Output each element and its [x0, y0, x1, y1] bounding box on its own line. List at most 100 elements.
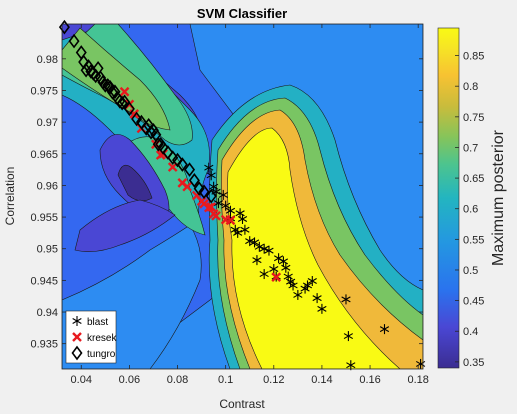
data-point-blast — [343, 331, 354, 342]
y-tick-label: 0.955 — [30, 212, 58, 224]
data-point-tungro — [58, 19, 70, 35]
x-tick-label: 0.04 — [71, 374, 92, 386]
data-point-blast — [245, 236, 255, 247]
colorbar-tick-label: 0.55 — [463, 234, 484, 246]
colorbar: 0.350.40.450.50.550.60.650.70.750.80.85 … — [437, 27, 507, 369]
y-tick-label: 0.945 — [30, 275, 58, 287]
data-point-blast — [307, 276, 317, 287]
data-point-blast — [213, 198, 224, 209]
data-point-blast — [415, 358, 426, 369]
data-point-blast — [259, 243, 269, 254]
x-tick-label: 0.08 — [167, 374, 188, 386]
data-point-tungro — [109, 84, 121, 100]
y-tick-label: 0.975 — [30, 85, 58, 97]
data-point-tungro — [198, 184, 210, 200]
x-tick-label: 0.18 — [407, 374, 428, 386]
data-point-tungro — [188, 173, 200, 188]
y-tick-label: 0.94 — [37, 307, 58, 319]
legend-item-blast[interactable]: blast — [72, 316, 109, 328]
data-point-tungro — [162, 145, 174, 160]
data-point-tungro — [140, 121, 152, 136]
data-point-blast — [259, 269, 269, 280]
colorbar-tick-label: 0.75 — [463, 112, 484, 124]
data-point-blast — [293, 289, 303, 300]
y-tick-label: 0.935 — [30, 339, 58, 351]
colorbar-tick-label: 0.85 — [463, 51, 484, 63]
x-axis-label: Contrast — [219, 397, 265, 411]
data-point-tungro — [123, 101, 135, 117]
colorbar-tick-label: 0.35 — [463, 357, 484, 369]
legend-marker-tungro — [71, 345, 83, 361]
legend-marker-kresek — [72, 332, 82, 342]
data-point-blast — [218, 189, 228, 200]
data-point-blast — [264, 245, 274, 256]
colorbar-tick-label: 0.4 — [463, 326, 478, 338]
legend-label-kresek: kresek — [87, 333, 117, 344]
data-point-blast — [281, 262, 291, 273]
data-point-kresek — [225, 215, 236, 226]
data-point-blast — [312, 293, 322, 304]
data-point-tungro — [184, 162, 196, 177]
data-point-blast — [204, 162, 214, 173]
data-point-blast — [341, 294, 351, 305]
data-point-blast — [379, 324, 390, 335]
data-point-tungro — [131, 111, 143, 127]
x-tick-label: 0.14 — [311, 374, 332, 386]
data-point-kresek — [206, 202, 217, 212]
data-point-blast — [302, 280, 313, 291]
data-point-tungro — [82, 59, 94, 74]
x-tick-label: 0.12 — [263, 374, 284, 386]
data-point-tungro — [176, 157, 188, 172]
data-point-tungro — [193, 181, 205, 196]
legend-label-tungro: tungro — [87, 349, 116, 360]
colorbar-scale — [437, 27, 460, 369]
scatter-series — [58, 19, 426, 371]
data-point-blast — [252, 255, 262, 266]
series-blast — [204, 162, 426, 371]
colorbar-tick-label: 0.7 — [463, 142, 478, 154]
colorbar-tick-label: 0.6 — [463, 204, 478, 216]
data-point-tungro — [143, 117, 155, 133]
data-point-blast — [221, 200, 231, 211]
data-point-tungro — [68, 33, 80, 49]
x-tick-label: 0.1 — [218, 374, 233, 386]
y-tick-label: 0.965 — [30, 149, 58, 161]
data-point-blast — [249, 237, 260, 248]
data-point-blast — [288, 280, 298, 291]
data-point-blast — [346, 360, 356, 371]
chart-title: SVM Classifier — [197, 6, 287, 21]
data-point-blast — [317, 303, 327, 314]
colorbar-label: Maximum posterior — [490, 129, 507, 266]
data-point-tungro — [172, 152, 184, 168]
data-point-blast — [240, 224, 250, 235]
data-point-tungro — [152, 136, 164, 152]
plot-frame — [61, 23, 424, 370]
y-axis-label: Correlation — [3, 167, 17, 226]
data-point-blast — [269, 263, 279, 274]
data-point-blast — [237, 213, 248, 224]
data-point-blast — [254, 241, 264, 252]
data-point-blast — [233, 227, 243, 238]
y-tick-label: 0.97 — [37, 117, 58, 129]
data-point-kresek — [211, 210, 221, 221]
colorbar-tick-label: 0.5 — [463, 265, 478, 277]
series-kresek — [119, 86, 282, 283]
legend-item-kresek[interactable]: kresek — [72, 332, 117, 344]
data-point-tungro — [119, 94, 131, 110]
data-point-kresek — [271, 272, 282, 283]
data-point-tungro — [116, 95, 128, 111]
legend-marker-blast — [72, 316, 82, 326]
legend-item-tungro[interactable]: tungro — [71, 345, 116, 361]
y-tick-label: 0.96 — [37, 180, 58, 192]
data-point-tungro — [157, 140, 169, 155]
legend[interactable]: blast kresek tungro — [65, 310, 117, 364]
data-point-kresek — [182, 181, 192, 192]
data-point-tungro — [205, 188, 217, 204]
colorbar-tick-label: 0.45 — [463, 296, 484, 308]
y-tick-label: 0.98 — [37, 54, 58, 66]
y-axis: 0.935 0.94 0.945 0.95 0.955 0.96 0.965 0.97 0.97… — [30, 54, 423, 351]
colorbar-tick-label: 0.8 — [463, 81, 478, 93]
data-point-tungro — [104, 79, 116, 95]
data-point-blast — [206, 170, 216, 181]
